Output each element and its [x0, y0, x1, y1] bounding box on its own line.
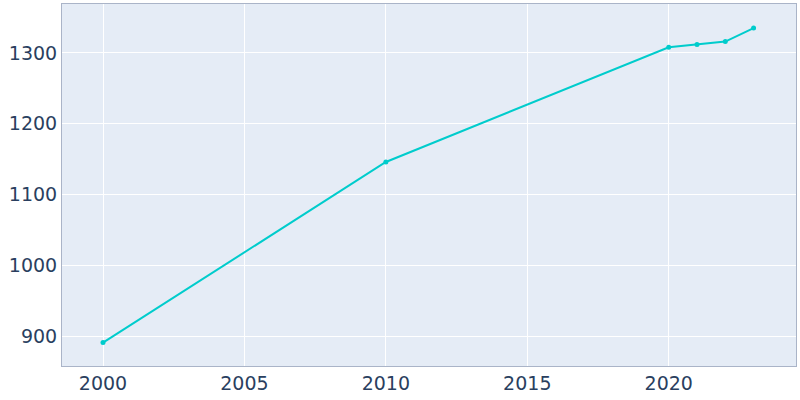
- svg-text:2000: 2000: [79, 372, 127, 394]
- svg-text:1300: 1300: [9, 42, 57, 64]
- svg-text:900: 900: [21, 325, 57, 347]
- svg-text:2005: 2005: [220, 372, 268, 394]
- svg-text:1100: 1100: [9, 183, 57, 205]
- svg-text:1200: 1200: [9, 112, 57, 134]
- svg-text:1000: 1000: [9, 254, 57, 276]
- svg-text:2015: 2015: [503, 372, 551, 394]
- svg-text:2020: 2020: [645, 372, 693, 394]
- svg-text:2010: 2010: [362, 372, 410, 394]
